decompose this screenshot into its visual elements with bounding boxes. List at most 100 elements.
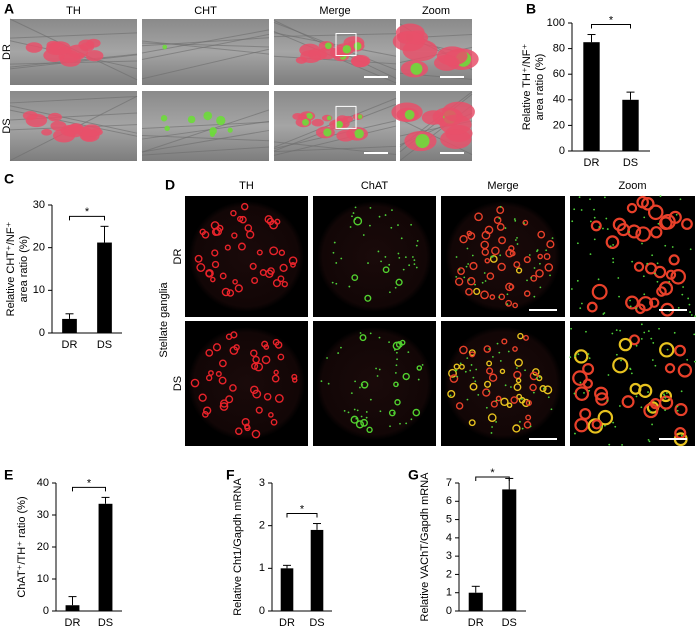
significance-bracket <box>72 486 106 492</box>
cell <box>487 413 497 423</box>
zoom-box <box>335 105 357 129</box>
cell <box>469 351 476 358</box>
cell <box>591 283 608 300</box>
puncta <box>485 406 488 409</box>
y-tick-label: 6 <box>446 495 452 507</box>
puncta <box>471 254 474 257</box>
puncta <box>608 443 611 446</box>
puncta <box>465 265 468 268</box>
puncta <box>629 368 632 371</box>
cell <box>353 216 363 226</box>
texture <box>273 21 397 71</box>
puncta <box>354 380 357 383</box>
puncta <box>647 438 650 441</box>
puncta <box>455 256 458 258</box>
puncta <box>618 295 620 298</box>
puncta <box>583 392 585 394</box>
puncta <box>675 213 678 216</box>
puncta <box>579 381 582 384</box>
puncta <box>417 378 420 381</box>
cell <box>490 400 498 408</box>
puncta <box>400 237 403 240</box>
cell <box>495 395 502 402</box>
column-header: Merge <box>319 5 350 17</box>
cell <box>324 42 332 50</box>
puncta <box>579 307 582 310</box>
cell <box>392 31 425 52</box>
cell <box>25 113 48 128</box>
puncta <box>491 355 494 358</box>
puncta <box>693 360 696 363</box>
y-tick-label: 0 <box>446 605 452 617</box>
cell <box>227 127 233 133</box>
puncta <box>468 279 470 281</box>
cell <box>291 377 298 383</box>
y-tick-label: 30 <box>33 199 45 211</box>
cell <box>202 410 209 418</box>
cell <box>43 48 65 62</box>
puncta <box>643 293 646 296</box>
y-axis-label: Relative VAChT/Gapdh mRNA <box>419 472 431 622</box>
cell <box>164 125 170 132</box>
y-tick-label: 0 <box>39 327 45 339</box>
cell <box>546 240 555 249</box>
puncta <box>690 314 693 316</box>
cell <box>264 215 273 224</box>
cell <box>656 286 667 297</box>
cell <box>342 45 352 54</box>
puncta <box>612 244 615 246</box>
cell <box>41 128 53 136</box>
cell <box>25 42 43 53</box>
y-axis-label: area ratio (%) <box>18 236 30 303</box>
puncta <box>569 356 572 359</box>
y-tick-label: 20 <box>33 242 45 254</box>
puncta <box>651 359 654 361</box>
cell <box>277 353 285 361</box>
puncta <box>536 249 539 251</box>
puncta <box>576 279 579 282</box>
puncta <box>348 285 351 288</box>
cell <box>590 220 602 232</box>
cell <box>211 260 220 269</box>
puncta <box>380 260 382 263</box>
puncta <box>687 297 690 300</box>
puncta <box>397 224 399 226</box>
puncta <box>524 369 526 372</box>
puncta <box>327 382 330 385</box>
cell <box>252 389 262 399</box>
cell <box>486 367 494 375</box>
puncta <box>549 274 551 277</box>
cell <box>249 262 257 270</box>
puncta <box>573 355 576 358</box>
cell <box>160 115 168 122</box>
cell <box>261 355 271 365</box>
puncta <box>470 364 473 366</box>
cell <box>595 392 609 406</box>
y-tick-label: 10 <box>33 284 45 296</box>
cell <box>658 281 674 296</box>
puncta <box>664 409 667 412</box>
y-tick-label: 1 <box>259 562 265 574</box>
cell <box>505 299 513 307</box>
cell <box>353 42 362 50</box>
cell <box>229 384 237 392</box>
cell <box>467 277 476 286</box>
cell <box>225 395 234 404</box>
puncta <box>612 421 615 424</box>
texture <box>273 32 397 57</box>
cell <box>515 377 522 384</box>
cell <box>486 272 495 281</box>
puncta <box>643 331 646 334</box>
puncta <box>680 434 683 437</box>
cell <box>496 223 505 231</box>
puncta <box>488 390 490 393</box>
puncta <box>587 353 590 355</box>
puncta <box>578 196 581 199</box>
cell <box>636 195 649 209</box>
puncta <box>676 405 679 408</box>
puncta <box>519 420 521 423</box>
cell <box>489 255 498 263</box>
puncta <box>646 262 649 265</box>
cell <box>482 388 491 397</box>
cell <box>674 402 688 417</box>
